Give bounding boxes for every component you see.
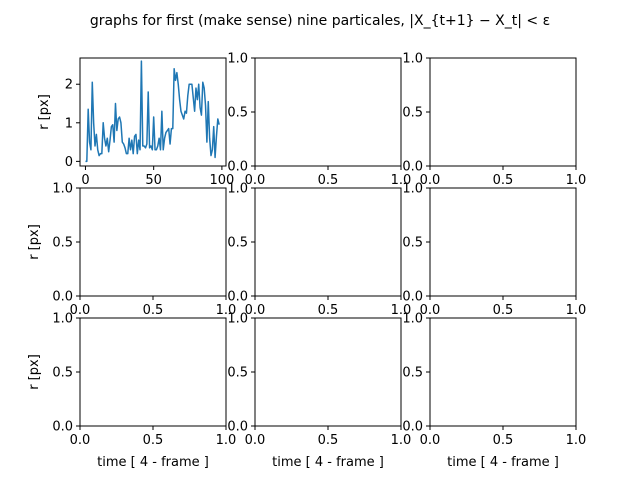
subplot-7: 0.0 0.5 1.0 0.0 0.5 1.0 r [px] time [ 4 - frame…	[27, 312, 236, 471]
y-tick-label: 0.5	[402, 236, 423, 251]
x-tick-label: 1.0	[566, 173, 587, 188]
y-tick-label: 1.0	[52, 182, 73, 197]
y-tick-label: 2	[65, 78, 73, 93]
y-tick-label: 0.5	[227, 366, 248, 381]
y-tick-label: 0.0	[402, 290, 423, 305]
subplot-5: 0.0 0.5 1.0 0.0 0.5 1.0	[227, 182, 411, 319]
subplot-8: 0.0 0.5 1.0 0.0 0.5 1.0 time [ 4 - frame ]	[227, 312, 411, 471]
y-tick-label: 0.0	[402, 160, 423, 175]
y-tick-label: 0.0	[52, 290, 73, 305]
y-tick-label: 1.0	[227, 182, 248, 197]
x-tick-label: 0.5	[493, 433, 514, 448]
y-tick-label: 0.5	[52, 366, 73, 381]
x-tick-label: 1.0	[391, 433, 412, 448]
x-tick-label: 0.0	[245, 173, 266, 188]
y-axis-label: r [px]	[37, 94, 52, 130]
y-tick-label: 0.5	[402, 366, 423, 381]
x-tick-label: 0.0	[70, 433, 91, 448]
y-tick-label: 1	[65, 116, 73, 131]
x-tick-label: 1.0	[216, 433, 237, 448]
y-axis-label: r [px]	[27, 354, 42, 390]
x-tick-label: 100	[209, 173, 234, 188]
subplot-6: 0.0 0.5 1.0 0.0 0.5 1.0	[402, 182, 586, 319]
x-tick-label: 0.0	[420, 303, 441, 318]
x-axis-label: time [ 4 - frame ]	[272, 455, 384, 470]
x-tick-label: 1.0	[391, 303, 412, 318]
x-tick-label: 0.5	[318, 433, 339, 448]
y-tick-label: 0.0	[402, 420, 423, 435]
x-tick-label: 0.0	[420, 173, 441, 188]
y-tick-label: 0.5	[227, 236, 248, 251]
y-tick-label: 1.0	[227, 312, 248, 327]
y-tick-label: 0.5	[52, 236, 73, 251]
y-tick-label: 1.0	[402, 52, 423, 67]
x-tick-label: 0.5	[493, 173, 514, 188]
y-tick-label: 0.0	[227, 420, 248, 435]
y-tick-label: 0.0	[52, 420, 73, 435]
x-tick-label: 1.0	[566, 303, 587, 318]
x-tick-label: 0.0	[245, 433, 266, 448]
x-tick-label: 0.0	[245, 303, 266, 318]
x-tick-label: 0.5	[493, 303, 514, 318]
subplot-3: 0.0 0.5 1.0 0.0 0.5 1.0	[402, 52, 586, 189]
x-tick-label: 0.5	[143, 303, 164, 318]
series-line-1	[85, 60, 220, 163]
x-tick-label: 50	[145, 173, 162, 188]
figure-title: graphs for first (make sense) nine parti…	[90, 13, 550, 29]
y-tick-label: 1.0	[52, 312, 73, 327]
y-tick-label: 1.0	[227, 52, 248, 67]
x-tick-label: 1.0	[391, 173, 412, 188]
y-axis-label: r [px]	[27, 224, 42, 260]
subplot-2: 0.0 0.5 1.0 0.0 0.5 1.0	[227, 52, 411, 189]
x-tick-label: 1.0	[566, 433, 587, 448]
y-tick-label: 0.5	[402, 106, 423, 121]
subplot-9: 0.0 0.5 1.0 0.0 0.5 1.0 time [ 4 - frame ]	[402, 312, 586, 471]
y-tick-label: 0.0	[227, 290, 248, 305]
y-tick-label: 0.5	[227, 106, 248, 121]
x-tick-label: 0	[81, 173, 89, 188]
x-axis-label: time [ 4 - frame ]	[447, 455, 559, 470]
x-tick-label: 0.0	[70, 303, 91, 318]
x-tick-label: 0.5	[143, 433, 164, 448]
x-tick-label: 0.0	[420, 433, 441, 448]
y-tick-label: 1.0	[402, 182, 423, 197]
subplot-4: 0.0 0.5 1.0 0.0 0.5 1.0 r [px]	[27, 182, 236, 319]
subplot-1: 0 50 100 0 1 2 r [px]	[37, 57, 234, 188]
y-tick-label: 0	[65, 155, 73, 170]
y-tick-label: 1.0	[402, 312, 423, 327]
x-tick-label: 0.5	[318, 173, 339, 188]
y-tick-label: 0.0	[227, 160, 248, 175]
x-tick-label: 0.5	[318, 303, 339, 318]
axes-frame	[79, 57, 227, 167]
x-axis-label: time [ 4 - frame ]	[97, 455, 209, 470]
x-tick-label: 1.0	[216, 303, 237, 318]
